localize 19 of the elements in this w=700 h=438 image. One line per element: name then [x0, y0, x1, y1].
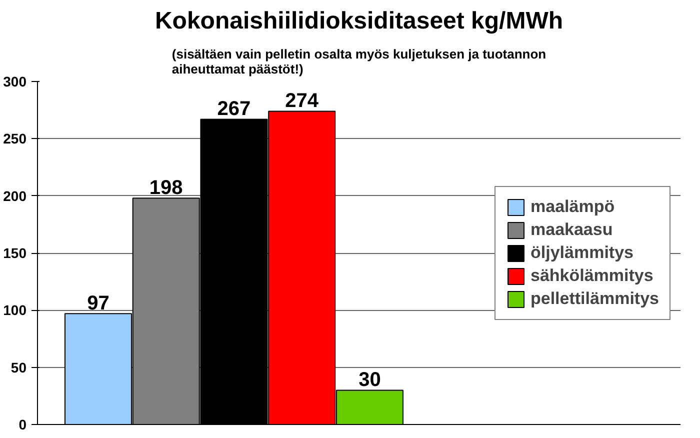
- y-tick-label: 250: [3, 130, 27, 147]
- y-tick-label: 300: [3, 74, 27, 90]
- data-label: 97: [87, 292, 110, 315]
- data-label: 267: [217, 98, 251, 120]
- data-label: 198: [149, 177, 183, 200]
- chart-subtitle: (sisältäen vain pelletin osalta myös kuljetuksen ja tuotannon aiheuttamat päästöt!): [172, 46, 546, 76]
- y-tick-label: 50: [10, 359, 27, 376]
- y-tick-label: 150: [3, 245, 27, 261]
- data-label: 274: [285, 90, 320, 112]
- legend-label: maakaasu: [530, 220, 613, 240]
- legend-label: pellettilämmitys: [530, 288, 659, 308]
- legend-label: öljylämmitys: [530, 242, 634, 262]
- y-tick-label: 100: [3, 302, 27, 318]
- data-label: 30: [358, 369, 381, 392]
- y-tick-label: 200: [3, 188, 27, 204]
- legend-label: sähkölämmitys: [530, 266, 654, 286]
- y-tick-label: 0: [18, 416, 27, 432]
- chart-title: Kokonaishiilidioksiditaseet kg/MWh: [154, 8, 564, 34]
- legend-label: maalämpö: [530, 196, 615, 216]
